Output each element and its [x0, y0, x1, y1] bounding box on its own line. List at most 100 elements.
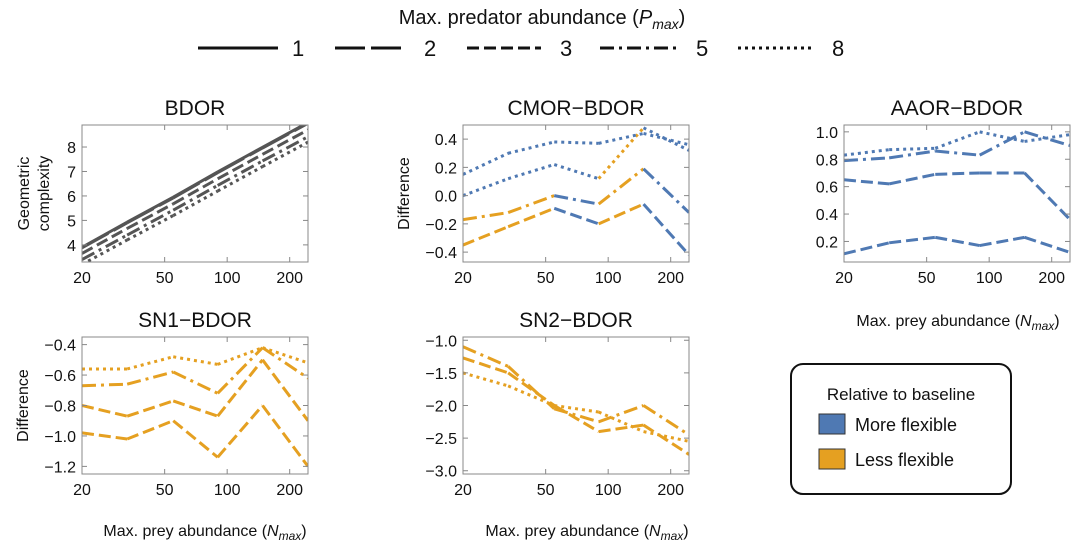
bdor-frame [81, 124, 309, 263]
bdor-ytick-label-2: 6 [67, 189, 76, 206]
aaor-series-0-seg-3 [979, 235, 1025, 248]
bdor-ytick-label-0: 4 [67, 238, 76, 255]
bdor-ylabel-0: Geometric [16, 157, 33, 231]
cmor-ytick-label-3: 0.2 [435, 160, 457, 177]
xlabel-sn2-main: Max. prey abundance ( [485, 523, 649, 540]
sn1-xtick-label-1: 50 [156, 482, 174, 499]
bdor-series-4-seg-3 [216, 165, 264, 193]
sn2-series-2-seg-2 [554, 404, 599, 414]
cmor-series-3-seg-2 [554, 140, 599, 145]
sn1-series-3-seg-2 [172, 355, 218, 366]
sn1-ytick-label-0: −1.2 [44, 459, 76, 476]
bdor-series-3-seg-3 [216, 159, 264, 187]
xlabel-aaor: Max. prey abundance (Nmax) [856, 313, 1059, 333]
sn2-series-1-seg-1 [507, 365, 556, 410]
aaor-xtick-label-3: 200 [1038, 270, 1065, 287]
sn1-series-2-seg-4 [261, 346, 308, 380]
sn2-series-2-seg-4 [643, 430, 689, 443]
sn1-series-1-seg-4 [261, 358, 308, 422]
aaor-ytick-label-0: 0.2 [816, 234, 838, 251]
cmor-xtick-label-0: 20 [454, 270, 472, 287]
sn1-series-2-seg-2 [172, 370, 219, 395]
bdor-series-2-seg-2 [172, 177, 219, 206]
xlabel-sn1-sym: N [267, 523, 279, 540]
panel-cmor-bdor: CMOR−BDOR 20 50 100 200 −0.4 −0.2 0.0 0.2 0.4 Diff… [396, 97, 690, 287]
aaor-xtick-label-1: 50 [918, 270, 936, 287]
cmor-series-1-seg-1 [507, 194, 555, 214]
sn2-ytick-label-4: −1.0 [425, 333, 457, 350]
aaor-series-0-seg-4 [1024, 235, 1070, 254]
cmor-series-0-seg-4 [642, 203, 689, 256]
cmor-series-0-seg-3 [598, 202, 645, 226]
sn1-xtick-label-2: 100 [214, 482, 241, 499]
sn1-series-1-seg-2 [172, 399, 219, 418]
sn2-series-0-seg-0 [463, 356, 509, 375]
aaor-series-3-seg-3 [979, 130, 1025, 143]
legend-label-1: 1 [292, 36, 304, 61]
sn2-xtick-label-3: 200 [657, 482, 684, 499]
aaor-series-0-seg-0 [844, 241, 890, 256]
xlabel-aaor-main: Max. prey abundance ( [856, 313, 1020, 330]
sn1-series-3-seg-3 [217, 346, 264, 366]
sn1-series-0-seg-2 [172, 419, 219, 459]
legend-label-5: 5 [696, 36, 708, 61]
xlabel-sn1-close: ) [301, 523, 306, 540]
sn2-series-1-seg-4 [642, 404, 689, 437]
aaor-series-1-seg-1 [888, 172, 936, 186]
bdor-series-1-seg-2 [172, 171, 219, 200]
sn1-ytick-label-1: −1.0 [44, 429, 76, 446]
bdor-series-2-seg-0 [82, 227, 128, 255]
bdor-series-3-seg-4 [261, 135, 308, 163]
sn1-series-0-seg-1 [126, 419, 174, 441]
aaor-series-2-seg-4 [1024, 130, 1070, 147]
sn1-ytick-label-4: −0.4 [44, 338, 76, 355]
bdor-series-4-seg-2 [172, 189, 219, 217]
aaor-series-2-seg-2 [935, 149, 980, 157]
sn2-xtick-label-1: 50 [537, 482, 555, 499]
sn2-series-0-seg-4 [642, 423, 689, 456]
bdor-ytick-label-4: 8 [67, 140, 76, 157]
sn1-series-0-seg-4 [261, 404, 308, 468]
xlabel-sn2-sub: max [661, 529, 685, 543]
aaor-series-0-seg-1 [888, 235, 936, 245]
cmor-xtick-label-3: 200 [657, 270, 684, 287]
cmor-frame [462, 124, 690, 263]
aaor-series-1-seg-0 [844, 178, 890, 186]
cmor-series-0-seg-0 [463, 225, 509, 247]
xlabel-sn2-close: ) [683, 523, 688, 540]
cmor-series-1-seg-0 [463, 211, 509, 222]
legend-label-8: 8 [832, 36, 844, 61]
sn1-series-2-seg-0 [82, 382, 128, 388]
predator-legend: Max. predator abundance (Pmax) 1 2 3 5 8 [198, 7, 844, 61]
cmor-ytick-label-4: 0.4 [435, 132, 457, 149]
xlabel-sn1: Max. prey abundance (Nmax) [103, 523, 306, 543]
aaor-title: AAOR−BDOR [891, 97, 1023, 120]
sn1-frame [81, 336, 309, 475]
aaor-frame [843, 124, 1071, 263]
cmor-series-2-seg-0 [463, 177, 509, 198]
cmor-series-1-seg-3 [597, 167, 645, 206]
cmor-ylabel-0: Difference [396, 157, 413, 230]
sn1-series-3-seg-1 [126, 355, 174, 371]
cmor-series-0-seg-2 [553, 206, 600, 226]
cmor-series-2-seg-2 [553, 163, 600, 181]
aaor-series-2-seg-1 [888, 149, 936, 160]
sn1-ytick-label-2: −0.8 [44, 399, 76, 416]
xlabel-aaor-sub: max [1032, 319, 1056, 333]
sn2-xtick-label-0: 20 [454, 482, 472, 499]
bdor-title: BDOR [165, 97, 226, 120]
baseline-legend-title: Relative to baseline [827, 385, 975, 404]
bdor-series-4-seg-4 [261, 140, 308, 168]
sn2-series-1-seg-3 [598, 404, 645, 424]
cmor-series-3-seg-0 [463, 151, 509, 176]
aaor-series-2-seg-3 [978, 130, 1026, 157]
bdor-xtick-label-1: 50 [156, 270, 174, 287]
bdor-series-4-seg-0 [83, 238, 128, 262]
bdor-series-4-seg-1 [126, 214, 174, 242]
cmor-xtick-label-2: 100 [595, 270, 622, 287]
cmor-series-1-seg-4 [642, 167, 689, 214]
aaor-ytick-label-2: 0.6 [816, 180, 838, 197]
sn1-series-3-seg-4 [262, 346, 308, 365]
sn2-series-1-seg-2 [553, 407, 600, 424]
legend-title-close: ) [679, 7, 686, 29]
